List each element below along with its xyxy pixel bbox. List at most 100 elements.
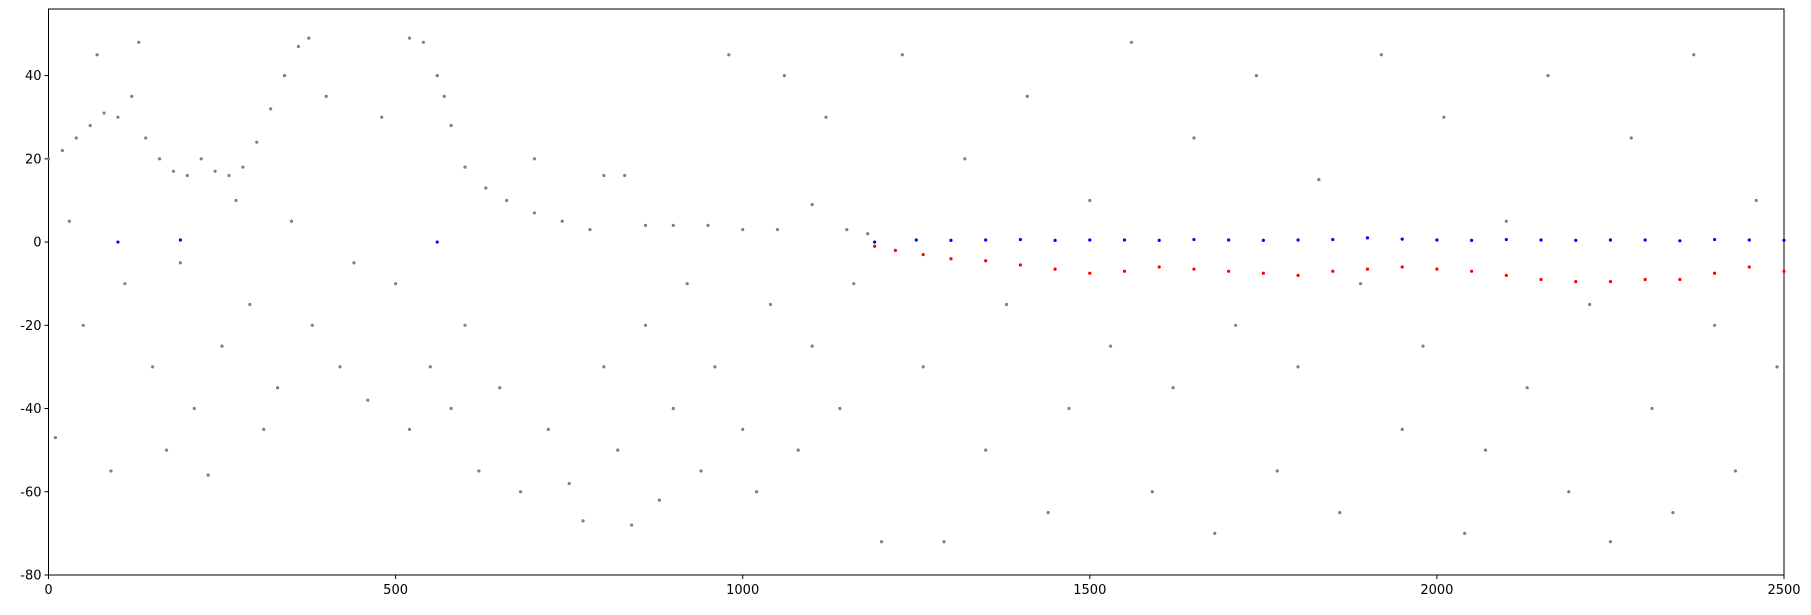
point <box>428 365 432 369</box>
point <box>1331 269 1335 273</box>
point <box>1296 365 1300 369</box>
point <box>921 365 925 369</box>
point <box>352 261 356 265</box>
point <box>810 344 814 348</box>
point <box>727 53 731 57</box>
point <box>1046 510 1050 515</box>
point <box>1539 238 1543 242</box>
point <box>1088 271 1092 275</box>
y-tick-label: 20 <box>25 152 42 167</box>
point <box>581 519 585 523</box>
point <box>307 36 311 40</box>
point <box>1150 490 1154 494</box>
point <box>866 232 870 236</box>
point <box>1365 236 1370 240</box>
point <box>178 238 182 242</box>
point <box>713 365 717 369</box>
point <box>949 238 953 242</box>
point <box>1025 94 1029 98</box>
point <box>53 436 58 440</box>
point <box>1643 277 1647 282</box>
point <box>95 53 99 57</box>
point <box>1608 238 1613 242</box>
point <box>630 523 634 527</box>
point <box>1525 386 1529 390</box>
point <box>310 323 314 327</box>
point <box>116 115 120 119</box>
y-tick-label: -60 <box>20 485 41 500</box>
point <box>171 169 176 173</box>
x-tick-label: 1000 <box>726 583 759 598</box>
point <box>588 227 592 232</box>
point <box>872 244 877 248</box>
point <box>1629 136 1633 140</box>
point <box>1588 302 1592 307</box>
point <box>657 498 661 502</box>
point <box>1400 265 1404 269</box>
x-tick-label: 2500 <box>1767 583 1800 598</box>
point <box>1331 237 1335 242</box>
point <box>1678 239 1682 243</box>
point <box>1358 282 1363 286</box>
point <box>796 448 800 452</box>
point <box>1338 510 1342 515</box>
point <box>234 198 238 203</box>
point <box>206 473 210 477</box>
point <box>567 481 571 486</box>
point <box>449 406 453 411</box>
point <box>1254 73 1259 78</box>
point <box>1109 344 1113 348</box>
point <box>1317 178 1321 182</box>
point <box>46 157 51 161</box>
point <box>1053 238 1057 242</box>
point <box>282 73 287 78</box>
point <box>949 257 953 261</box>
point <box>643 223 648 228</box>
point <box>838 406 842 411</box>
point <box>942 540 946 544</box>
point <box>262 427 266 431</box>
point <box>1296 273 1300 277</box>
point <box>498 386 502 390</box>
point <box>893 248 898 252</box>
point <box>1296 238 1300 242</box>
point <box>643 323 648 327</box>
point <box>1782 238 1786 242</box>
point <box>879 540 884 544</box>
point <box>1463 531 1467 535</box>
point <box>546 427 550 431</box>
point <box>1712 323 1717 327</box>
y-tick-label: 40 <box>25 69 42 84</box>
point <box>602 173 606 178</box>
point <box>449 123 453 128</box>
point <box>199 157 203 161</box>
point <box>255 140 259 144</box>
point <box>984 238 988 242</box>
point <box>1782 269 1786 273</box>
point <box>1053 267 1057 271</box>
point <box>435 240 439 244</box>
point <box>768 302 773 307</box>
point <box>900 53 904 57</box>
point <box>921 252 925 257</box>
point <box>699 469 703 473</box>
point <box>963 157 967 161</box>
point <box>484 186 488 190</box>
point <box>1192 237 1196 242</box>
point <box>706 223 710 228</box>
point <box>1754 198 1758 203</box>
point <box>602 365 606 369</box>
point <box>1365 267 1370 271</box>
point <box>1088 198 1092 203</box>
point <box>741 227 745 232</box>
point <box>477 469 481 473</box>
point <box>1504 273 1508 277</box>
point <box>1608 279 1613 284</box>
point <box>1018 237 1022 242</box>
point <box>1400 427 1404 431</box>
y-tick-label: 0 <box>33 236 41 251</box>
point <box>1483 448 1488 452</box>
point <box>1712 271 1717 275</box>
point <box>623 173 627 178</box>
point <box>1213 531 1217 535</box>
